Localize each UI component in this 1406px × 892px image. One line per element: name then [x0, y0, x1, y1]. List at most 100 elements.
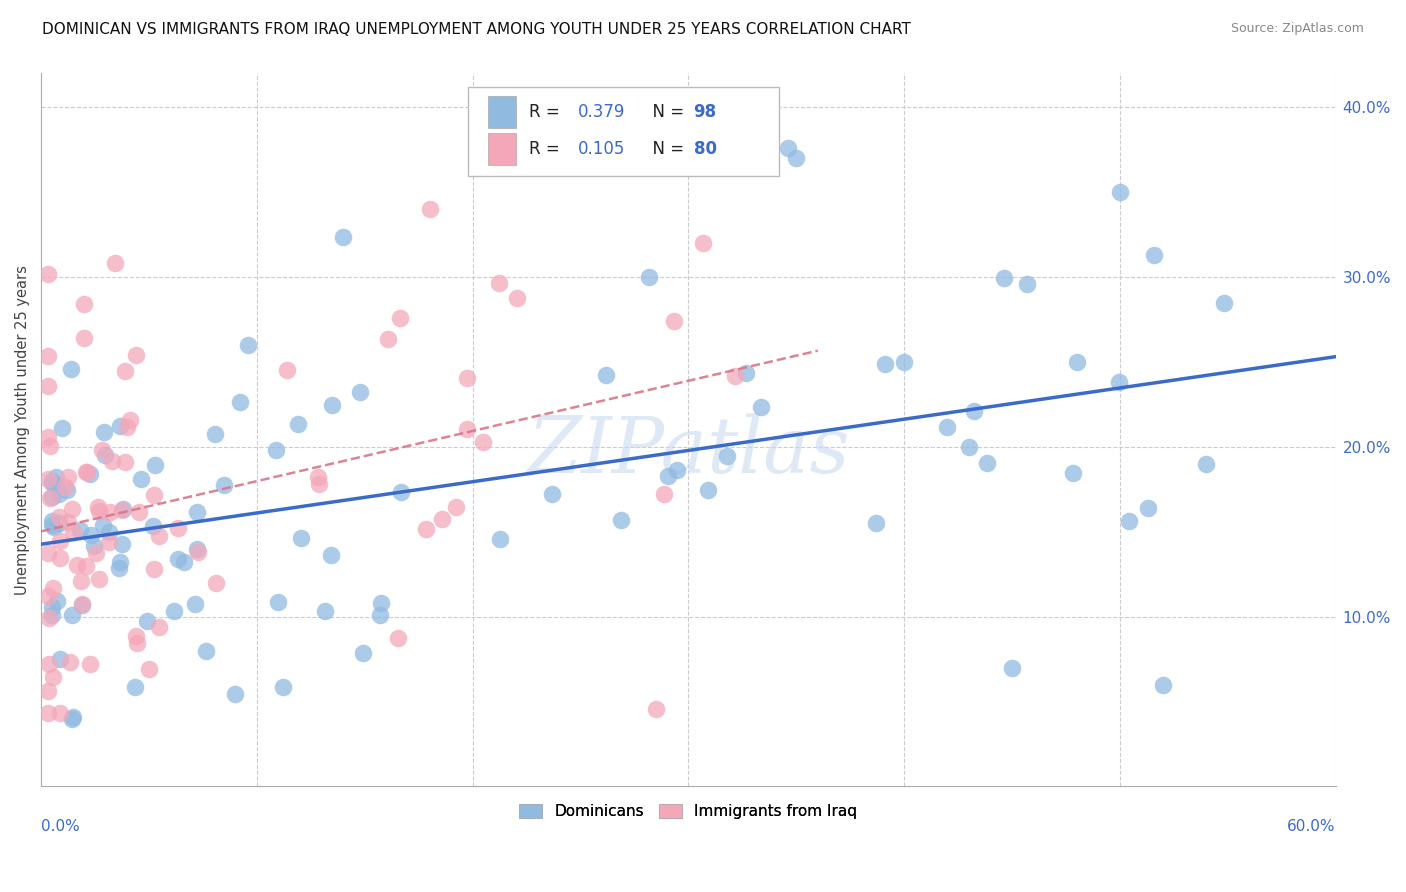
Point — [167, 521, 190, 535]
Text: R =: R = — [529, 140, 565, 158]
Point — [657, 469, 679, 483]
Point — [1108, 185, 1130, 199]
Point — [665, 463, 688, 477]
Point — [45, 478, 67, 492]
Point — [37, 472, 59, 486]
Point — [1017, 277, 1039, 291]
Point — [129, 472, 152, 486]
Point — [39, 491, 62, 505]
Point — [107, 560, 129, 574]
Point — [41, 514, 63, 528]
Point — [59, 361, 82, 376]
Point — [173, 556, 195, 570]
Text: 80: 80 — [693, 140, 717, 158]
Point — [49, 550, 72, 565]
Point — [229, 395, 252, 409]
Point — [893, 355, 915, 369]
Point — [652, 487, 675, 501]
Point — [595, 368, 617, 382]
Point — [1213, 296, 1236, 310]
Point — [53, 480, 76, 494]
Point — [111, 503, 134, 517]
Point — [506, 291, 529, 305]
Point — [75, 465, 97, 479]
Point — [91, 443, 114, 458]
Point — [204, 575, 226, 590]
Point — [957, 440, 980, 454]
Point — [224, 687, 246, 701]
Point — [319, 549, 342, 563]
Point — [377, 332, 399, 346]
Point — [734, 366, 756, 380]
Point — [143, 458, 166, 472]
Point — [62, 607, 84, 622]
Point — [115, 420, 138, 434]
Point — [98, 535, 121, 549]
Point — [127, 636, 149, 650]
Text: 0.105: 0.105 — [578, 140, 626, 158]
Point — [125, 629, 148, 643]
Point — [290, 531, 312, 545]
Point — [93, 425, 115, 439]
Point — [94, 448, 117, 462]
Point — [125, 348, 148, 362]
Point — [37, 545, 59, 559]
Point — [368, 608, 391, 623]
Text: N =: N = — [641, 140, 689, 158]
Point — [456, 422, 478, 436]
Point — [238, 337, 260, 351]
Point — [148, 620, 170, 634]
Point — [60, 501, 83, 516]
Point — [37, 378, 59, 392]
Point — [42, 581, 65, 595]
Point — [865, 516, 887, 530]
Text: ZIPatlas: ZIPatlas — [527, 413, 849, 490]
Point — [167, 552, 190, 566]
Point — [114, 364, 136, 378]
Point — [349, 384, 371, 399]
Text: R =: R = — [529, 103, 565, 121]
Point — [79, 467, 101, 481]
Point — [489, 533, 512, 547]
Point — [41, 517, 63, 532]
Point — [98, 505, 121, 519]
Point — [41, 475, 63, 490]
Point — [873, 357, 896, 371]
Point — [645, 702, 668, 716]
Point — [70, 598, 93, 612]
Point — [114, 455, 136, 469]
Point — [186, 505, 208, 519]
Point — [51, 421, 73, 435]
Text: 60.0%: 60.0% — [1286, 819, 1336, 834]
Point — [148, 529, 170, 543]
Point — [98, 524, 121, 539]
Point — [415, 522, 437, 536]
Point — [37, 706, 59, 720]
Point — [142, 518, 165, 533]
Point — [1118, 514, 1140, 528]
Point — [111, 502, 134, 516]
Point — [1195, 457, 1218, 471]
Point — [84, 546, 107, 560]
Point — [314, 603, 336, 617]
Point — [389, 485, 412, 500]
Text: DOMINICAN VS IMMIGRANTS FROM IRAQ UNEMPLOYMENT AMONG YOUTH UNDER 25 YEARS CORREL: DOMINICAN VS IMMIGRANTS FROM IRAQ UNEMPL… — [42, 22, 911, 37]
Legend: Dominicans, Immigrants from Iraq: Dominicans, Immigrants from Iraq — [513, 798, 863, 825]
Point — [79, 657, 101, 671]
Point — [37, 684, 59, 698]
Point — [662, 314, 685, 328]
Point — [287, 417, 309, 431]
Point — [56, 515, 79, 529]
Point — [136, 614, 159, 628]
Point — [128, 505, 150, 519]
Point — [124, 680, 146, 694]
Point — [111, 537, 134, 551]
Point — [456, 371, 478, 385]
Point — [49, 706, 72, 720]
Point — [49, 534, 72, 549]
Point — [38, 611, 60, 625]
Point — [163, 604, 186, 618]
Point — [89, 504, 111, 518]
Point — [610, 513, 633, 527]
Point — [37, 267, 59, 281]
